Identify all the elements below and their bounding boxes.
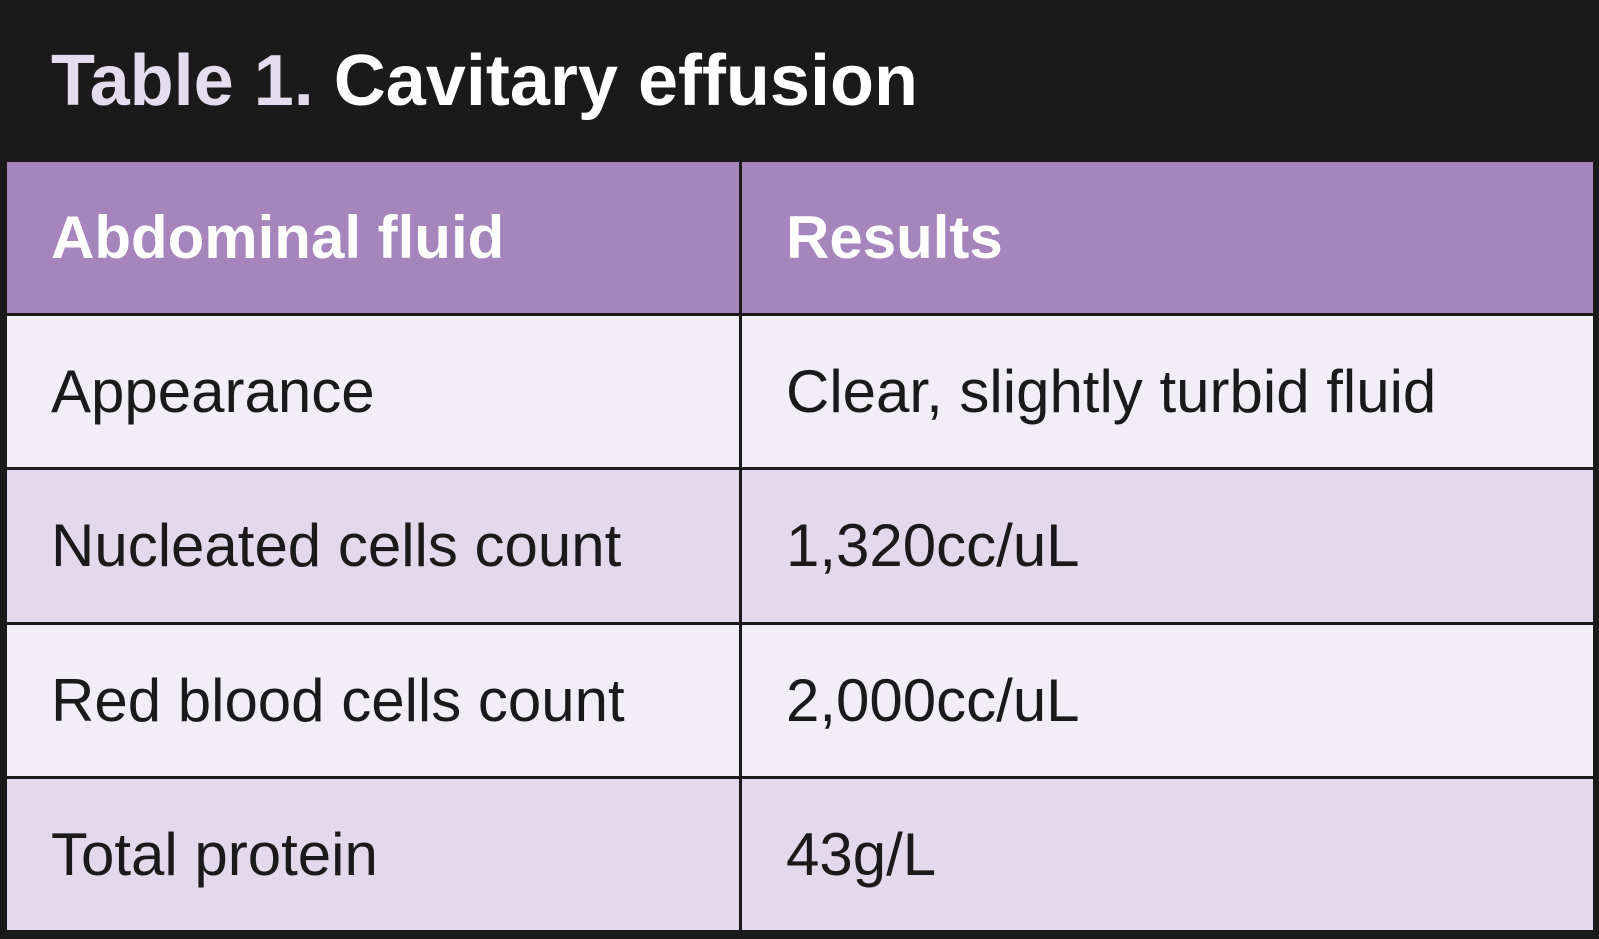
- header-cell: Abdominal fluid: [7, 162, 739, 314]
- table-cell: Red blood cells count: [7, 624, 739, 776]
- title-label: Table 1.: [51, 41, 314, 121]
- table: Abdominal fluid Results Appearance Clear, s…: [7, 162, 1593, 930]
- table-cell: 43g/L: [742, 778, 1593, 930]
- table-cell: 2,000cc/uL: [742, 624, 1593, 776]
- table-cell: Clear, slightly turbid fluid: [742, 316, 1593, 468]
- title-bar: Table 1. Cavitary effusion: [7, 0, 1593, 162]
- table-cell: 1,320cc/uL: [742, 470, 1593, 622]
- table-cell: Total protein: [7, 778, 739, 930]
- title-text: Cavitary effusion: [333, 41, 918, 121]
- table-cell: Nucleated cells count: [7, 470, 739, 622]
- table-cell: Appearance: [7, 316, 739, 468]
- header-cell: Results: [742, 162, 1593, 314]
